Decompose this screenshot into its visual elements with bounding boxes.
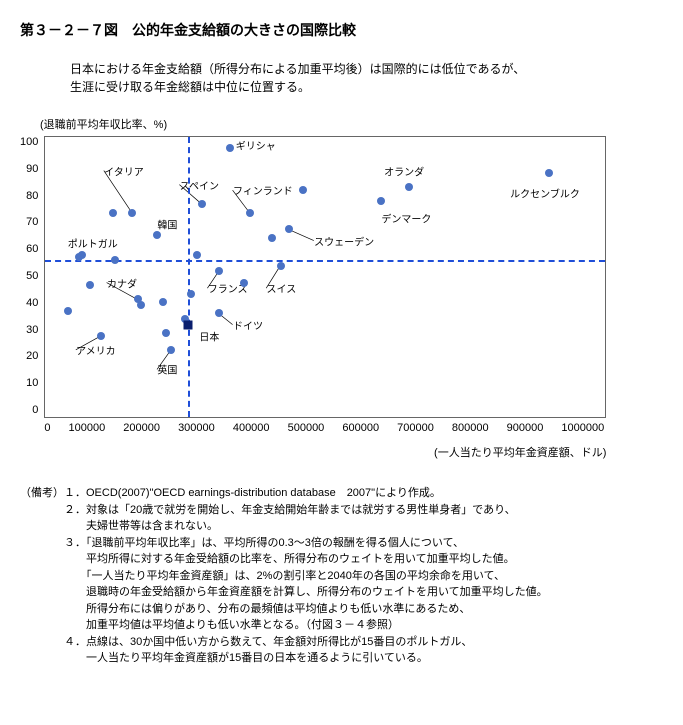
data-point: [86, 281, 94, 289]
note-row: ３．「退職前平均年収比率」は、平均所得の0.3～3倍の報酬を得る個人について、 …: [20, 535, 663, 634]
data-point: [268, 234, 276, 242]
data-label: 英国: [157, 362, 177, 377]
data-point: [64, 307, 72, 315]
x-axis-label: (一人当たり平均年金資産額、ドル): [44, 444, 606, 460]
x-axis: 0 100000 200000 300000 400000 500000 600000 700…: [44, 422, 604, 434]
x-tick: 1000000: [561, 422, 604, 434]
note-prefix: [20, 634, 64, 667]
note-body: ４．点線は、30か国中低い方から数えて、年金額対所得比が15番目のポルトガル、 …: [64, 634, 663, 667]
data-label: スイス: [267, 281, 297, 296]
scatter-plot: ポルトガルアメリカイタリアカナダ韓国英国日本スペインドイツフランスギリシャフィン…: [44, 136, 606, 418]
y-tick: 10: [26, 377, 38, 389]
x-tick: 900000: [507, 422, 544, 434]
data-point: [193, 251, 201, 259]
x-tick: 600000: [342, 422, 379, 434]
y-axis-label: (退職前平均年収比率、%): [40, 116, 663, 132]
data-point: [109, 209, 117, 217]
data-label: スウェーデン: [314, 233, 374, 248]
note-row: （備考）１．OECD(2007)"OECD earnings-distribut…: [20, 485, 663, 502]
data-point: [97, 332, 105, 340]
data-point-japan: [184, 320, 193, 329]
data-label: 韓国: [157, 216, 177, 231]
y-tick: 90: [26, 163, 38, 175]
data-point: [285, 225, 293, 233]
notes-section: （備考）１．OECD(2007)"OECD earnings-distribut…: [20, 485, 663, 667]
y-tick: 100: [20, 136, 38, 148]
data-point: [299, 186, 307, 194]
data-point: [405, 183, 413, 191]
data-point: [246, 209, 254, 217]
data-point: [545, 169, 553, 177]
data-label: ドイツ: [233, 317, 263, 332]
data-point: [198, 200, 206, 208]
note-body: ２．対象は「20歳で就労を開始し、年金支給開始年齢までは就労する男性単身者」であ…: [64, 502, 663, 535]
data-label: アメリカ: [76, 342, 116, 357]
data-label: ポルトガル: [68, 236, 118, 251]
data-label: カナダ: [107, 275, 137, 290]
x-tick: 0: [44, 422, 50, 434]
y-tick: 20: [26, 350, 38, 362]
data-point: [240, 279, 248, 287]
chart-subtitle: 日本における年金支給額（所得分布による加重平均後）は国際的には低位であるが、生涯…: [70, 60, 663, 96]
data-point: [215, 267, 223, 275]
data-label: フィンランド: [233, 183, 293, 198]
x-tick: 100000: [69, 422, 106, 434]
y-tick: 60: [26, 243, 38, 255]
y-tick: 40: [26, 297, 38, 309]
y-tick: 0: [32, 404, 38, 416]
data-point: [137, 301, 145, 309]
data-point: [215, 309, 223, 317]
note-body: １．OECD(2007)"OECD earnings-distribution …: [64, 485, 663, 502]
x-tick: 300000: [178, 422, 215, 434]
y-tick: 70: [26, 216, 38, 228]
note-row: ４．点線は、30か国中低い方から数えて、年金額対所得比が15番目のポルトガル、 …: [20, 634, 663, 667]
note-body: ３．「退職前平均年収比率」は、平均所得の0.3～3倍の報酬を得る個人について、 …: [64, 535, 663, 634]
data-point: [167, 346, 175, 354]
data-point: [111, 256, 119, 264]
data-point: [377, 197, 385, 205]
y-tick: 80: [26, 190, 38, 202]
data-point: [78, 251, 86, 259]
data-label: ギリシャ: [236, 138, 276, 153]
data-label: オランダ: [384, 163, 424, 178]
data-label: イタリア: [104, 163, 144, 178]
data-point: [277, 262, 285, 270]
x-tick: 400000: [233, 422, 270, 434]
data-label: スペイン: [180, 177, 219, 192]
x-tick: 200000: [123, 422, 160, 434]
data-point: [187, 290, 195, 298]
data-point: [159, 298, 167, 306]
x-tick: 700000: [397, 422, 434, 434]
data-point: [128, 209, 136, 217]
page-title: 第３－２－７図 公的年金支給額の大きさの国際比較: [20, 20, 663, 40]
y-tick: 30: [26, 324, 38, 336]
x-tick: 800000: [452, 422, 489, 434]
reference-line-horizontal: [45, 260, 605, 262]
note-prefix: （備考）: [20, 485, 64, 502]
note-prefix: [20, 535, 64, 634]
data-label: デンマーク: [381, 211, 431, 226]
x-tick: 500000: [288, 422, 325, 434]
data-label: ルクセンブルク: [510, 186, 580, 201]
note-prefix: [20, 502, 64, 535]
data-label: 日本: [199, 328, 219, 343]
y-tick: 50: [26, 270, 38, 282]
chart-container: 1009080706050403020100 ポルトガルアメリカイタリアカナダ韓…: [20, 136, 663, 460]
y-axis: 1009080706050403020100: [20, 136, 44, 416]
data-point: [153, 231, 161, 239]
data-point: [162, 329, 170, 337]
note-row: ２．対象は「20歳で就労を開始し、年金支給開始年齢までは就労する男性単身者」であ…: [20, 502, 663, 535]
data-point: [226, 144, 234, 152]
